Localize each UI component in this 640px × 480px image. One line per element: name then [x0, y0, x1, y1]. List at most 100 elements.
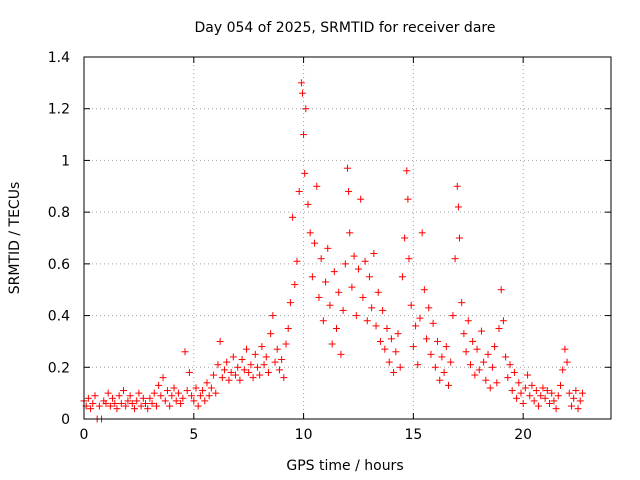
- data-point: [440, 368, 448, 376]
- data-point: [510, 368, 518, 376]
- data-point: [128, 399, 136, 407]
- data-point: [159, 374, 167, 382]
- data-point: [541, 394, 549, 402]
- data-point: [574, 405, 582, 413]
- data-point: [409, 343, 417, 351]
- data-point: [418, 229, 426, 237]
- data-point: [297, 79, 305, 87]
- data-point: [247, 361, 255, 369]
- x-tick-label: 20: [514, 427, 532, 443]
- data-point: [405, 255, 413, 263]
- data-point: [298, 89, 306, 97]
- data-point: [491, 343, 499, 351]
- y-tick-label: 0.8: [48, 205, 70, 221]
- data-point: [361, 257, 369, 265]
- data-point: [245, 368, 253, 376]
- data-point: [403, 167, 411, 175]
- data-point: [87, 405, 95, 413]
- data-point: [133, 397, 141, 405]
- data-point: [278, 356, 286, 364]
- data-point: [196, 392, 204, 400]
- data-point: [236, 376, 244, 384]
- data-point: [152, 402, 160, 410]
- axis-ticks: [83, 56, 611, 420]
- data-point: [304, 200, 312, 208]
- data-point: [328, 340, 336, 348]
- data-point: [216, 337, 224, 345]
- data-point: [508, 387, 516, 395]
- data-point: [192, 384, 200, 392]
- y-tick-label: 1.4: [48, 50, 70, 66]
- data-point: [264, 368, 272, 376]
- data-point: [170, 384, 178, 392]
- data-point: [212, 389, 220, 397]
- data-point: [161, 397, 169, 405]
- plot-frame: [83, 56, 612, 420]
- data-point: [317, 255, 325, 263]
- data-point: [475, 366, 483, 374]
- data-point: [561, 345, 569, 353]
- data-point: [242, 345, 250, 353]
- data-point: [535, 402, 543, 410]
- data-point: [427, 350, 435, 358]
- y-tick-label: 0.6: [48, 257, 70, 273]
- y-tick-label: 0.4: [48, 309, 70, 325]
- data-point: [344, 164, 351, 172]
- data-point: [106, 402, 114, 410]
- data-point: [271, 358, 279, 366]
- data-point: [449, 312, 457, 320]
- data-point: [521, 384, 529, 392]
- data-point: [348, 283, 356, 291]
- data-point: [102, 399, 110, 407]
- data-point: [315, 293, 323, 301]
- data-point: [335, 288, 343, 296]
- data-point: [532, 387, 540, 395]
- data-point: [284, 325, 292, 332]
- data-point: [376, 337, 384, 345]
- data-point: [137, 402, 145, 410]
- data-point: [502, 353, 510, 361]
- data-point: [396, 363, 404, 371]
- data-point: [554, 392, 562, 400]
- data-point: [111, 399, 119, 407]
- data-point: [431, 363, 439, 371]
- y-tick-label: 0.2: [48, 360, 70, 376]
- data-point: [570, 394, 578, 402]
- x-tick-labels: 0 5 10 15 20: [80, 427, 533, 443]
- data-point: [563, 358, 571, 366]
- data-point: [493, 379, 501, 387]
- data-point: [368, 304, 376, 312]
- data-point: [350, 252, 358, 260]
- data-point: [251, 350, 259, 358]
- data-point: [117, 399, 125, 407]
- data-point: [513, 394, 521, 402]
- data-point: [313, 182, 321, 190]
- x-tick-label: 10: [295, 427, 313, 443]
- y-tick-label: 1: [61, 153, 70, 169]
- data-point: [429, 319, 437, 327]
- data-point: [464, 317, 472, 325]
- data-point: [122, 402, 130, 410]
- data-points: [80, 79, 586, 423]
- data-point: [504, 374, 512, 382]
- data-point: [229, 353, 237, 361]
- data-point: [526, 392, 534, 400]
- data-point: [223, 358, 231, 366]
- data-point: [201, 397, 209, 405]
- data-point: [300, 131, 308, 139]
- data-point: [528, 381, 536, 389]
- data-point: [339, 306, 347, 314]
- data-point: [306, 229, 314, 237]
- y-tick-label: 1.2: [48, 102, 70, 118]
- data-point: [445, 381, 453, 389]
- data-point: [172, 397, 180, 405]
- data-point: [497, 286, 505, 294]
- data-point: [401, 234, 409, 242]
- data-point: [273, 345, 281, 353]
- data-point: [425, 304, 433, 312]
- data-point: [84, 394, 92, 402]
- data-point: [232, 371, 240, 379]
- data-point: [302, 105, 310, 113]
- data-point: [537, 392, 545, 400]
- data-point: [466, 361, 474, 369]
